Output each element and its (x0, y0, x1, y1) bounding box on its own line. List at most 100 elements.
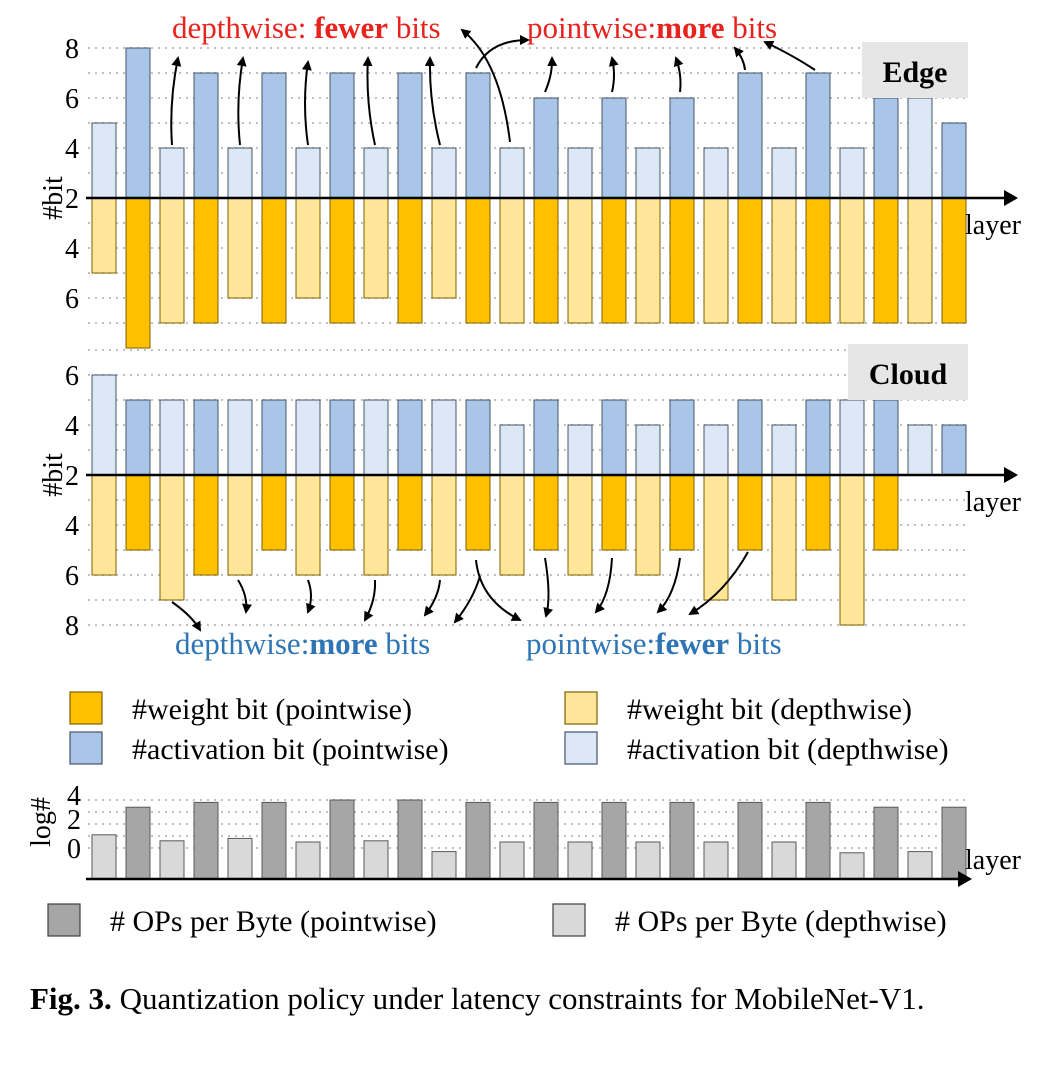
legend-ops-pointwise-label: # OPs per Byte (pointwise) (110, 905, 437, 938)
edge-weight-bar-15 (601, 197, 627, 324)
edge-activation-bar-3 (193, 72, 219, 199)
edge-weight-bar-24 (907, 197, 933, 324)
cloud-annotation-pointwise-prefix: pointwise: (526, 626, 655, 661)
y-tick-label: 6 (65, 561, 79, 592)
cloud-weight-bar-14 (567, 474, 593, 576)
legend-ops-depthwise-swatch (552, 903, 586, 937)
cloud-annotation-depthwise-bold: more (309, 626, 377, 661)
edge-annotation-pointwise-bold: more (656, 10, 724, 45)
cloud-activation-bar-5 (261, 399, 287, 476)
ops-bar-4 (227, 837, 253, 880)
cloud-depthwise-arrow-1 (237, 579, 252, 614)
edge-weight-bar-9 (397, 197, 423, 324)
edge-annotation-depthwise-bold: fewer (314, 10, 388, 45)
y-tick-label: 2 (67, 805, 81, 836)
edge-activation-bar-2 (159, 147, 185, 199)
panel-tag: Edge (882, 56, 947, 89)
x-axis-arrow (1004, 190, 1018, 206)
ops-bar-9 (397, 799, 423, 880)
edge-activation-bar-9 (397, 72, 423, 199)
legend-weight-depthwise-swatch (564, 691, 598, 725)
cloud-activation-bar-15 (601, 399, 627, 476)
edge-weight-bar-6 (295, 197, 321, 299)
legend-activation-pointwise-label: #activation bit (pointwise) (132, 733, 449, 766)
edge-activation-bar-7 (329, 72, 355, 199)
y-tick-label: 2 (65, 184, 79, 215)
cloud-annotation-depthwise: depthwise:more bits (175, 626, 430, 661)
y-axis-label: #bit (38, 453, 69, 497)
edge-pointwise-arrow-5 (763, 40, 816, 71)
y-tick-label: 6 (65, 84, 79, 115)
ops-bar-17 (669, 801, 695, 880)
cloud-activation-bar-13 (533, 399, 559, 476)
cloud-depthwise-arrow-3 (364, 579, 377, 622)
ops-bar-0 (91, 834, 117, 880)
cloud-weight-bar-16 (635, 474, 661, 576)
edge-pointwise-arrow-2 (608, 56, 619, 93)
cloud-weight-bar-3 (193, 474, 219, 576)
legend-ops-depthwise-label: # OPs per Byte (depthwise) (615, 905, 947, 938)
y-axis-label: #bit (38, 176, 69, 220)
ops-bar-16 (635, 841, 661, 880)
panel-tag-background (848, 344, 968, 400)
y-tick-label: 8 (65, 611, 79, 642)
cloud-activation-bar-14 (567, 424, 593, 476)
edge-activation-bar-20 (771, 147, 797, 199)
cloud-depthwise-arrow-2 (306, 579, 316, 614)
y-tick-label: 4 (65, 134, 79, 165)
ops-bar-22 (839, 852, 865, 880)
cloud-pointwise-arrow-4 (688, 551, 749, 616)
edge-activation-bar-1 (125, 47, 151, 199)
edge-activation-bar-19 (737, 72, 763, 199)
edge-weight-bar-20 (771, 197, 797, 324)
y-tick-label: 8 (65, 34, 79, 65)
cloud-activation-bar-4 (227, 399, 253, 476)
panel-tag: Cloud (869, 358, 948, 391)
edge-weight-bar-16 (635, 197, 661, 324)
edge-weight-bar-5 (261, 197, 287, 324)
cloud-weight-bar-21 (805, 474, 831, 551)
cloud-activation-bar-3 (193, 399, 219, 476)
legend-activation-depthwise-label: #activation bit (depthwise) (627, 733, 949, 766)
edge-activation-bar-23 (873, 97, 899, 199)
cloud-weight-bar-2 (159, 474, 185, 601)
edge-activation-bar-17 (669, 97, 695, 199)
edge-weight-bar-13 (533, 197, 559, 324)
ops-bar-14 (567, 841, 593, 880)
edge-weight-bar-21 (805, 197, 831, 324)
edge-depthwise-arrow-1 (236, 56, 247, 146)
x-axis-label: layer (965, 845, 1022, 876)
ops-bar-10 (431, 851, 457, 880)
ops-bar-13 (533, 801, 559, 880)
cloud-annotation-pointwise-bold: fewer (655, 626, 729, 661)
cloud-pointwise-arrow-1 (543, 557, 554, 618)
cloud-activation-bar-18 (703, 424, 729, 476)
cloud-activation-bar-7 (329, 399, 355, 476)
ops-bar-6 (295, 841, 321, 880)
caption-label: Fig. 3. (30, 981, 112, 1016)
ops-bar-12 (499, 841, 525, 880)
edge-activation-bar-16 (635, 147, 661, 199)
ops-bar-24 (907, 851, 933, 880)
edge-depthwise-arrow-4 (424, 56, 441, 146)
cloud-activation-bar-21 (805, 399, 831, 476)
edge-weight-bar-0 (91, 197, 117, 274)
ops-bar-25 (941, 806, 967, 880)
cloud-activation-bar-16 (635, 424, 661, 476)
cloud-weight-bar-8 (363, 474, 389, 576)
cloud-activation-bar-9 (397, 399, 423, 476)
ops-bar-7 (329, 799, 355, 880)
cloud-weight-bar-10 (431, 474, 457, 576)
cloud-activation-bar-1 (125, 399, 151, 476)
ops-bar-8 (363, 840, 389, 880)
ops-bar-1 (125, 806, 151, 880)
x-axis-label: layer (965, 210, 1022, 241)
edge-weight-bar-23 (873, 197, 899, 324)
edge-weight-bar-8 (363, 197, 389, 299)
edge-annotation-depthwise: depthwise: fewer bits (172, 10, 441, 45)
cloud-weight-bar-4 (227, 474, 253, 576)
ops-bar-18 (703, 841, 729, 880)
edge-weight-bar-10 (431, 197, 457, 299)
